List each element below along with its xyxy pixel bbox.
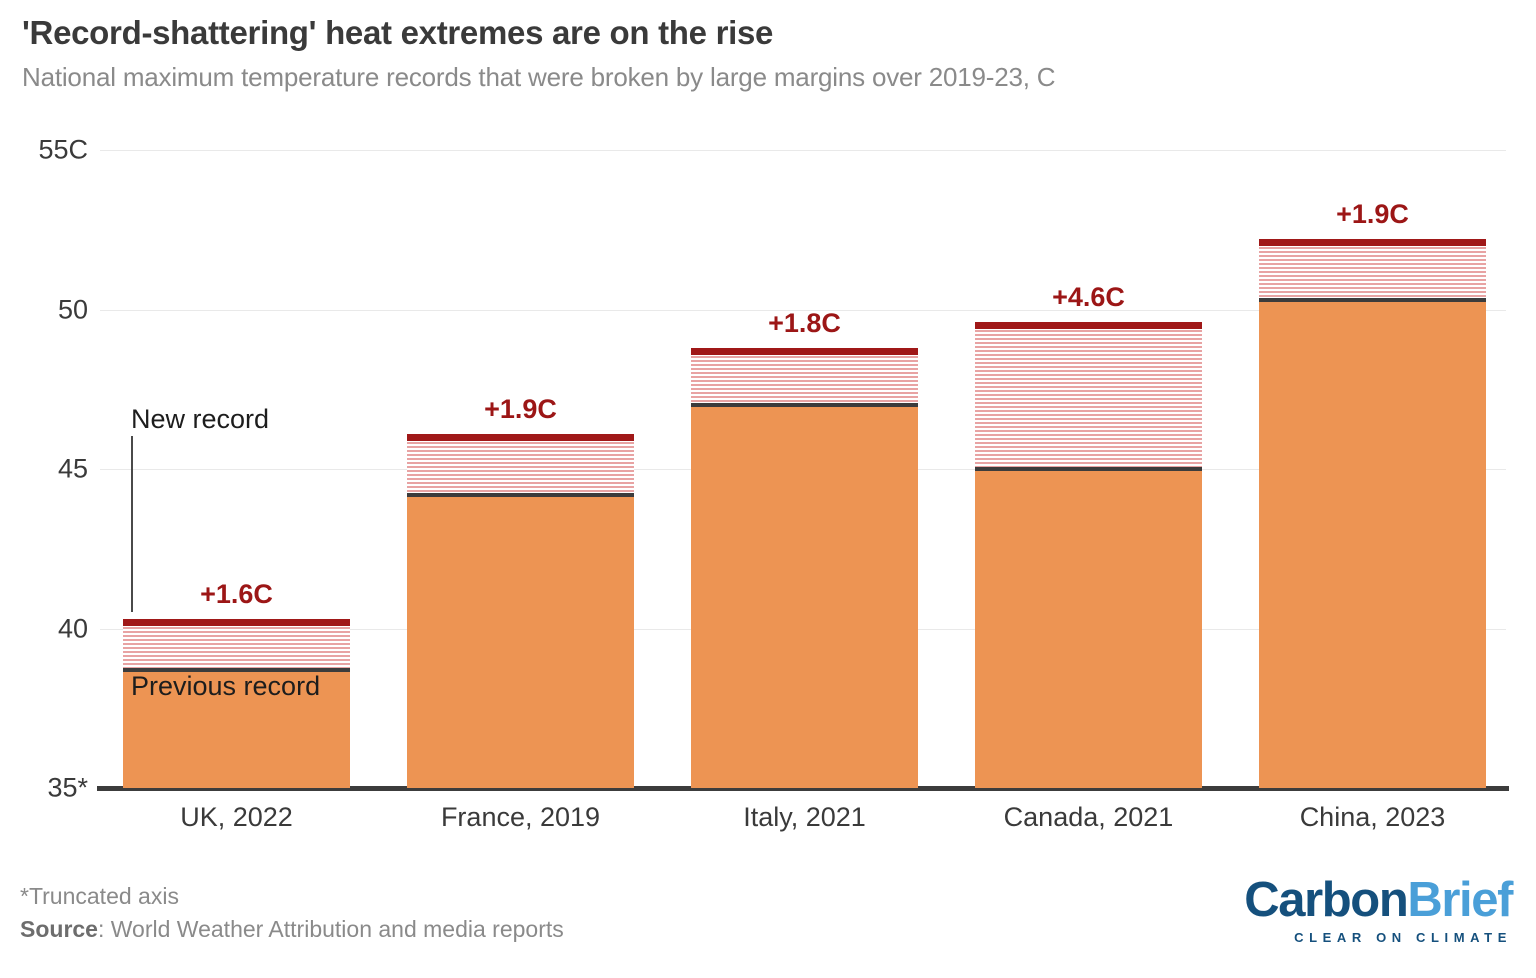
bar-previous-record-fill [1259,301,1486,788]
y-axis-tick-label: 45 [57,453,88,484]
bar-margin-label: +1.9C [1336,199,1409,230]
bar-margin-hatch [691,347,918,406]
logo-wordmark: CarbonBrief [1234,873,1513,927]
logo-word-brief: Brief [1407,873,1513,927]
bar[interactable]: +1.9C [407,394,634,788]
bar-new-record-line [691,347,918,355]
bar-new-record-line [1259,239,1486,247]
x-axis-category-label: China, 2023 [1299,802,1446,832]
y-axis-tick-label: 40 [57,613,88,643]
logo-word-carbon: Carbon [1244,873,1409,927]
x-axis-category-label: Italy, 2021 [743,802,866,832]
gridline [100,309,1506,311]
bar-new-record-line [975,322,1202,330]
bar-previous-record-line [691,403,918,408]
page-title: 'Record-shattering' heat extremes are on… [22,14,774,51]
bar-previous-record-line [1259,297,1486,302]
bar-new-record-line [123,618,350,626]
y-axis-tick-label: 50 [57,294,88,324]
bar[interactable]: +1.6C [123,579,350,788]
chart-footer: *Truncated axis Source: World Weather At… [20,880,564,945]
chart-header: 'Record-shattering' heat extremes are on… [22,14,1512,93]
bar-margin-label: +4.6C [1052,282,1125,313]
bar-previous-record-line [407,492,634,497]
annotation-previous-record-label: Previous record [131,671,321,701]
bar-margin-hatch [407,433,634,495]
y-axis-tick-label: 55C [38,134,88,165]
bar-previous-record-fill [407,496,634,788]
x-axis-category-label: UK, 2022 [180,802,293,832]
bar[interactable]: +1.9C [1259,199,1486,788]
carbonbrief-logo: CarbonBrief CLEAR ON CLIMATE [1234,873,1513,946]
x-axis-category-label: France, 2019 [440,802,601,832]
y-axis-tick-label: 35* [47,772,88,803]
logo-tagline: CLEAR ON CLIMATE [1294,930,1512,945]
source-text: : World Weather Attribution and media re… [97,915,564,942]
bar-previous-record-line [975,466,1202,471]
source-line: Source: World Weather Attribution and me… [20,913,564,946]
annotation-new-record-leader-line [131,436,133,612]
bar-margin-label: +1.6C [200,578,273,609]
bar-previous-record-line [123,667,350,672]
bar-margin-label: +1.8C [768,307,841,338]
x-axis-category-label: Canada, 2021 [1003,802,1174,832]
bar-margin-hatch [975,322,1202,469]
x-axis-line [97,786,1509,791]
bar[interactable]: +1.8C [691,308,918,788]
bar-margin-hatch [123,618,350,670]
gridline [100,150,1506,151]
bar-margin-label: +1.9C [484,393,557,424]
bar-margin-hatch [1259,239,1486,300]
bar-new-record-line [407,433,634,441]
truncated-axis-note: *Truncated axis [20,883,179,909]
source-label: Source [20,915,98,942]
bar-previous-record-fill [123,671,350,788]
chart-subtitle: National maximum temperature records tha… [22,62,1056,92]
annotation-new-record-label: New record [131,404,270,434]
bar-previous-record-fill [691,407,918,788]
bar[interactable]: +4.6C [975,282,1202,788]
bar-previous-record-fill [975,470,1202,788]
